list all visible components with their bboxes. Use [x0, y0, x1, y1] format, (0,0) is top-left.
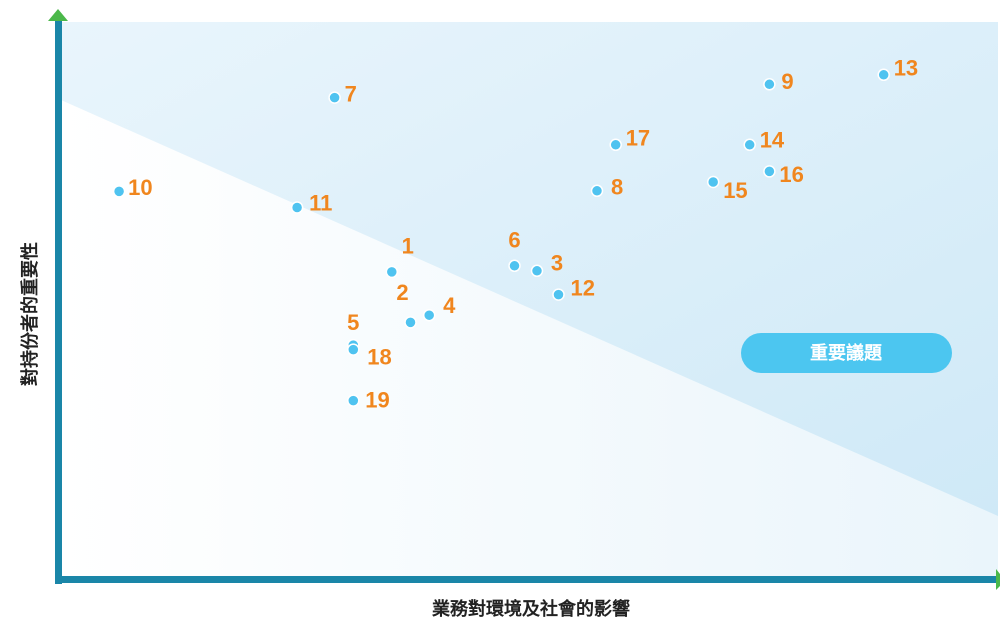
key-issue-region: [61, 22, 998, 516]
x-axis-arrow-icon: [996, 569, 1000, 590]
data-label-2: 2: [396, 280, 408, 305]
data-label-11: 11: [309, 190, 332, 215]
data-label-7: 7: [345, 81, 357, 106]
x-axis-line: [55, 576, 997, 583]
data-label-6: 6: [508, 228, 520, 253]
data-point-6: [508, 259, 521, 273]
y-axis-line: [55, 18, 62, 584]
data-point-3: [530, 264, 544, 278]
data-label-12: 12: [571, 275, 595, 300]
data-point-14: [743, 138, 756, 152]
data-point-18: [347, 343, 360, 356]
data-point-4: [422, 308, 436, 322]
key-issues-badge-label: 重要議題: [810, 342, 883, 364]
key-issues-badge-background: [741, 333, 952, 373]
data-label-17: 17: [626, 126, 650, 151]
data-label-1: 1: [402, 234, 414, 259]
data-label-16: 16: [779, 162, 803, 187]
data-label-8: 8: [611, 175, 623, 200]
data-point-17: [609, 138, 622, 152]
data-point-1: [385, 265, 399, 279]
y-axis-title: 對持份者的重要性: [19, 242, 41, 386]
data-label-4: 4: [443, 293, 456, 318]
data-label-14: 14: [760, 128, 785, 153]
data-label-19: 19: [365, 387, 389, 412]
data-point-8: [590, 184, 604, 198]
data-point-13: [877, 68, 890, 82]
data-point-10: [112, 185, 126, 198]
data-point-19: [347, 394, 360, 407]
data-point-7: [328, 91, 341, 104]
data-point-15: [706, 175, 720, 189]
data-point-16: [763, 165, 776, 178]
data-point-11: [290, 201, 304, 214]
data-point-9: [763, 78, 776, 91]
data-label-15: 15: [723, 178, 747, 203]
data-point-2: [404, 316, 417, 329]
data-label-10: 10: [128, 175, 152, 200]
data-label-3: 3: [551, 251, 563, 276]
data-point-12: [552, 288, 565, 301]
y-axis-arrow-icon: [48, 9, 68, 21]
key-issues-badge: 重要議題: [741, 333, 952, 373]
data-label-5: 5: [347, 310, 359, 335]
x-axis-title: 業務對環境及社會的影響: [431, 598, 630, 620]
data-label-9: 9: [781, 69, 793, 94]
data-label-13: 13: [894, 56, 918, 81]
data-label-18: 18: [367, 344, 391, 369]
